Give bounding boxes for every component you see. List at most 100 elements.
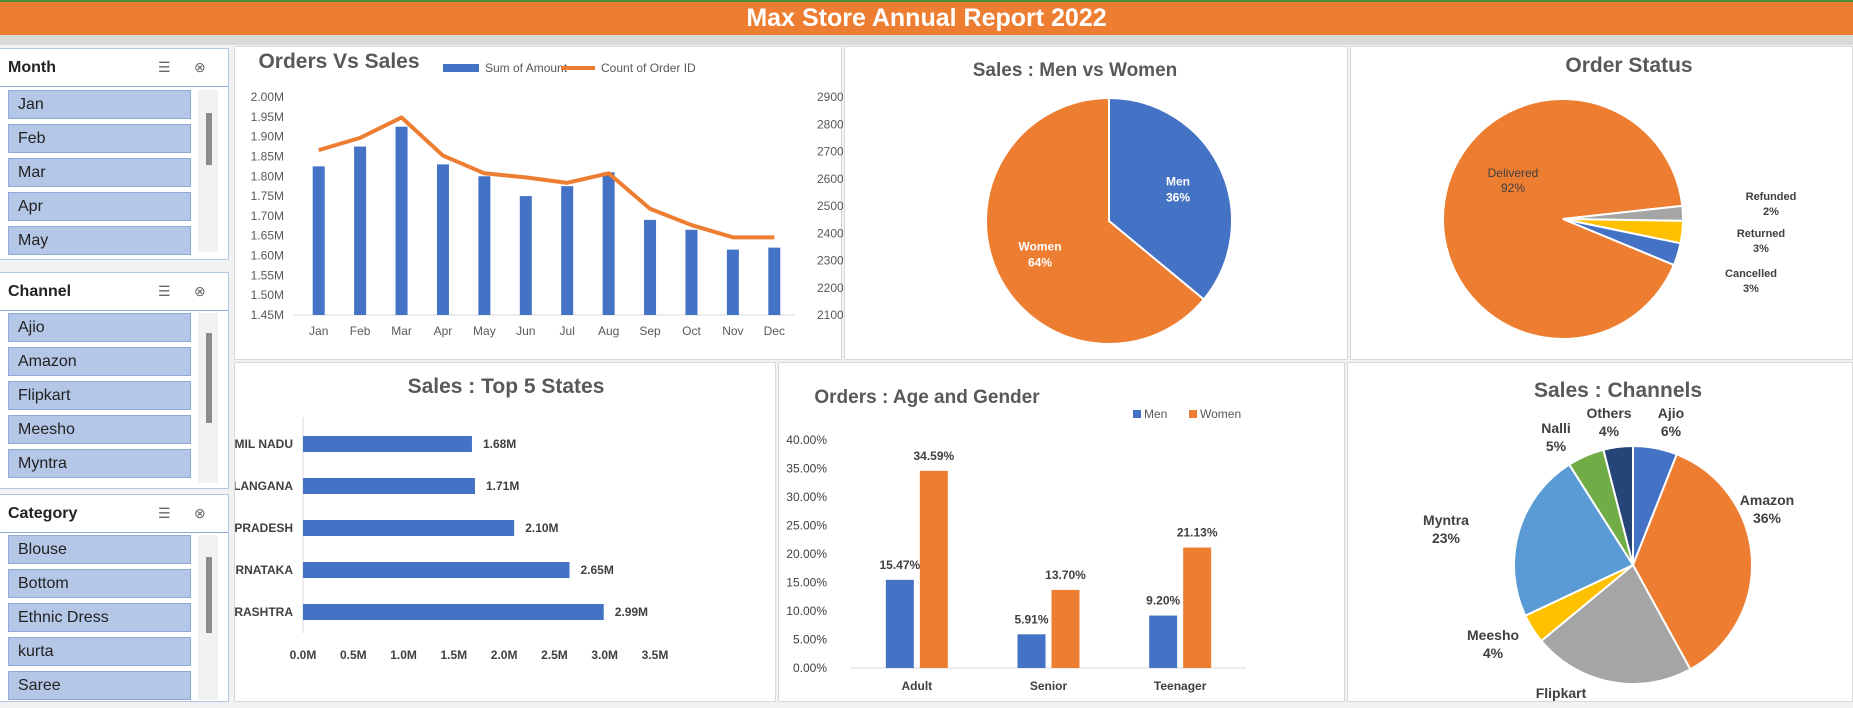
state-label-tamil-nadu: TAMIL NADU xyxy=(235,437,293,451)
bar-telangana xyxy=(303,478,475,494)
state-label-maharashtra: MAHARASHTRA xyxy=(235,605,293,619)
pie-slice-1 xyxy=(985,96,1206,345)
value-refunded: 2% xyxy=(1763,206,1779,218)
clear-filter-icon[interactable]: ⊗ xyxy=(194,505,206,521)
pie-slice-0 xyxy=(1108,96,1233,301)
label-ajio: Ajio xyxy=(1658,405,1684,421)
slicer-item-jan[interactable]: Jan xyxy=(8,90,191,119)
y-left-tick: 1.50M xyxy=(251,288,284,302)
x-tick: Dec xyxy=(764,324,785,338)
y-left-tick: 1.90M xyxy=(251,130,284,144)
y-right-tick: 2900 xyxy=(817,90,843,104)
chart-title: Orders Vs Sales xyxy=(258,50,419,73)
slicer-item-amazon[interactable]: Amazon xyxy=(8,347,191,376)
value-men: 36% xyxy=(1166,191,1190,205)
value-nalli: 5% xyxy=(1546,438,1567,454)
bar-teenager-women xyxy=(1183,547,1212,668)
category-slicer: Category ☰ ⊗ Blouse Bottom Ethnic Dress … xyxy=(0,494,229,702)
state-label-uttar-pradesh: UTTAR PRADESH xyxy=(235,521,293,535)
bar-dec xyxy=(768,247,781,315)
status-slice-0 xyxy=(1442,98,1684,340)
data-label-telangana: 1.71M xyxy=(486,479,519,493)
value-delivered: 92% xyxy=(1501,181,1525,195)
x-tick: 3.5M xyxy=(642,648,669,662)
x-tick: Adult xyxy=(902,679,933,693)
category-scroll-thumb[interactable] xyxy=(206,557,212,633)
value-myntra: 23% xyxy=(1432,530,1461,546)
label-others: Others xyxy=(1586,405,1631,421)
multi-select-icon[interactable]: ☰ xyxy=(158,59,171,75)
orders-vs-sales-panel: Orders Vs Sales Sum of Amount Count of Ord… xyxy=(234,46,844,360)
top-states-panel: Sales : Top 5 States TAMIL NADU 1.68M TELAN… xyxy=(191,362,776,702)
clear-filter-icon[interactable]: ⊗ xyxy=(194,59,206,75)
bar-teenager-men xyxy=(1149,615,1178,668)
slicer-item-bottom[interactable]: Bottom xyxy=(8,569,191,598)
slicer-item-ethnic-dress[interactable]: Ethnic Dress xyxy=(8,603,191,632)
slicer-item-ajio[interactable]: Ajio xyxy=(8,313,191,342)
bar-jan xyxy=(312,166,325,315)
label-amazon: Amazon xyxy=(1740,492,1794,508)
bar-apr xyxy=(436,164,449,315)
slicer-item-mar[interactable]: Mar xyxy=(8,158,191,187)
slicer-item-meesho[interactable]: Meesho xyxy=(8,415,191,444)
multi-select-icon[interactable]: ☰ xyxy=(158,283,171,299)
bar-may xyxy=(478,176,491,315)
x-tick: Jun xyxy=(516,324,535,338)
x-tick: Sep xyxy=(639,324,661,338)
channel-slice-1 xyxy=(1631,453,1753,671)
chart-title: Order Status xyxy=(1565,54,1692,77)
x-tick: 3.0M xyxy=(591,648,618,662)
legend-label-women: Women xyxy=(1200,407,1241,421)
x-tick: Teenager xyxy=(1154,679,1207,693)
x-tick: Oct xyxy=(682,324,701,338)
label-flipkart: Flipkart xyxy=(1536,685,1587,701)
report-header: Max Store Annual Report 2022 xyxy=(0,0,1853,35)
age-gender-chart: Orders : Age and Gender Men Women 0.00% 5.00… xyxy=(786,387,1246,693)
legend-swatch-men xyxy=(1133,410,1141,418)
slicer-item-may[interactable]: May xyxy=(8,226,191,255)
y-left-tick: 1.55M xyxy=(251,268,284,282)
channels-panel: Sales : Channels Ajio 6% Amazon 36% Flipkart M… xyxy=(1347,362,1853,702)
data-label-teenager-men: 9.20% xyxy=(1146,594,1180,608)
value-amazon: 36% xyxy=(1753,510,1782,526)
y-tick: 25.00% xyxy=(786,519,827,533)
bar-nov xyxy=(726,249,739,315)
slicer-item-saree[interactable]: Saree xyxy=(8,671,191,700)
month-scrollbar[interactable] xyxy=(198,90,218,252)
bar-adult-men xyxy=(885,579,914,668)
y-left-tick: 1.80M xyxy=(251,169,284,183)
label-delivered: Delivered xyxy=(1488,166,1539,180)
y-tick: 20.00% xyxy=(786,547,827,561)
multi-select-icon[interactable]: ☰ xyxy=(158,505,171,521)
value-others: 4% xyxy=(1599,423,1620,439)
x-tick: Mar xyxy=(391,324,412,338)
bar-feb xyxy=(354,146,367,315)
y-tick: 30.00% xyxy=(786,490,827,504)
bar-oct xyxy=(685,229,698,315)
slicer-item-feb[interactable]: Feb xyxy=(8,124,191,153)
month-scroll-thumb[interactable] xyxy=(206,113,212,165)
value-ajio: 6% xyxy=(1661,423,1682,439)
month-slicer: Month ☰ ⊗ Jan Feb Mar Apr May xyxy=(0,48,229,260)
slicer-item-myntra[interactable]: Myntra xyxy=(8,449,191,478)
legend-label-amount: Sum of Amount xyxy=(485,61,568,75)
value-meesho: 4% xyxy=(1483,645,1504,661)
x-tick: Apr xyxy=(434,324,453,338)
y-left-tick: 1.95M xyxy=(251,110,284,124)
x-tick: Feb xyxy=(350,324,371,338)
clear-filter-icon[interactable]: ⊗ xyxy=(194,283,206,299)
y-left-tick: 1.70M xyxy=(251,209,284,223)
category-slicer-header: Category ☰ ⊗ xyxy=(0,495,228,533)
top-states-chart: Sales : Top 5 States TAMIL NADU 1.68M TELAN… xyxy=(191,375,669,662)
chart-title: Sales : Channels xyxy=(1534,379,1702,402)
slicer-item-apr[interactable]: Apr xyxy=(8,192,191,221)
bar-jul xyxy=(561,186,574,315)
slicer-item-blouse[interactable]: Blouse xyxy=(8,535,191,564)
men-vs-women-chart: Sales : Men vs Women Men 36% Women 64% xyxy=(973,60,1233,345)
channel-scroll-thumb[interactable] xyxy=(206,333,212,423)
data-label-senior-men: 5.91% xyxy=(1014,612,1048,626)
channel-slice-2 xyxy=(1539,563,1692,685)
slicer-item-kurta[interactable]: kurta xyxy=(8,637,191,666)
channel-slicer: Channel ☰ ⊗ Ajio Amazon Flipkart Meesho … xyxy=(0,272,229,489)
slicer-item-flipkart[interactable]: Flipkart xyxy=(8,381,191,410)
